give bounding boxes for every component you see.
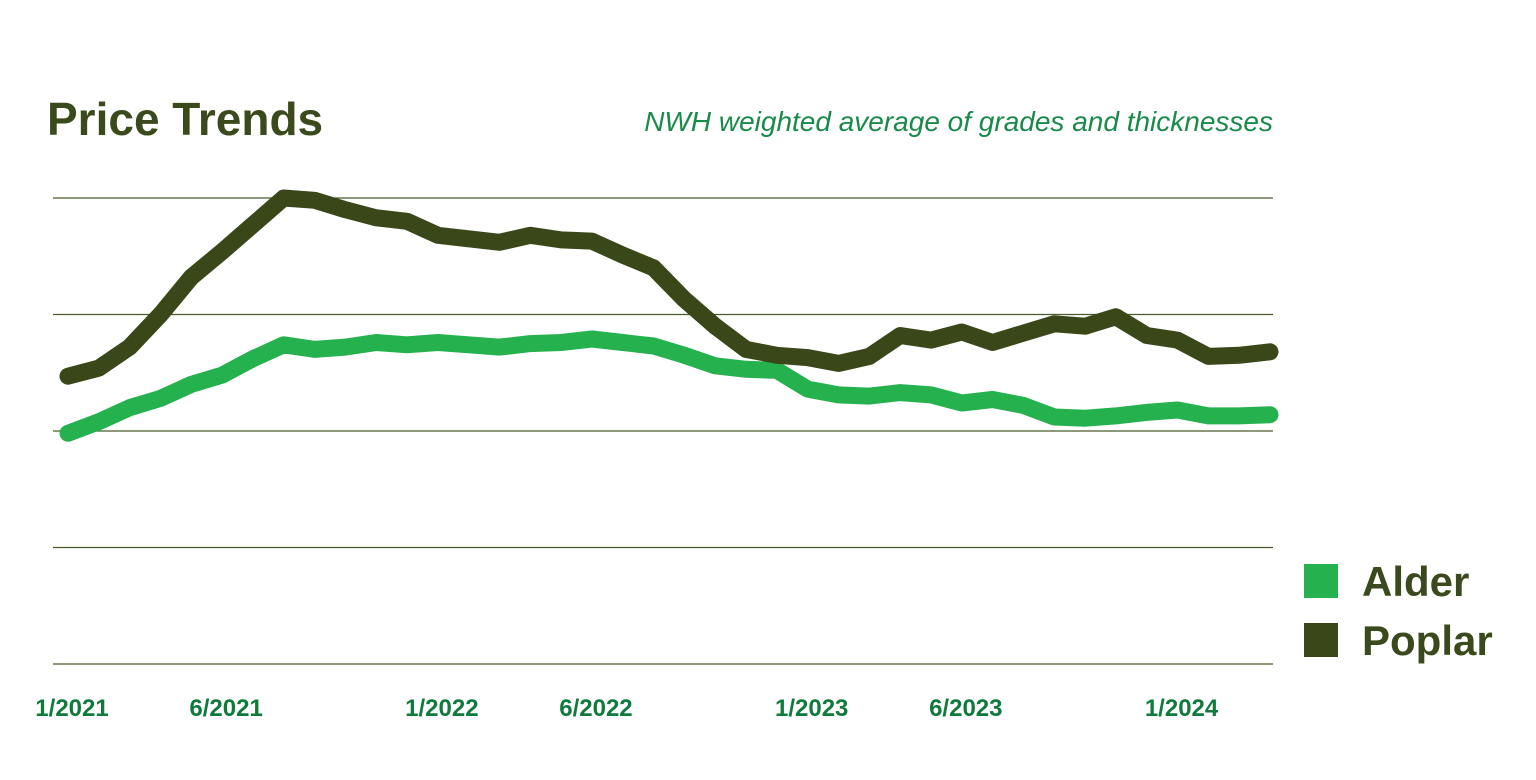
- x-tick-label: 6/2021: [189, 695, 262, 722]
- x-tick-label: 1/2024: [1145, 695, 1219, 722]
- series-lines: [59, 189, 1279, 442]
- x-tick-label: 1/2021: [35, 695, 108, 722]
- x-axis-ticks: 1/2021 6/2021 1/2022 6/2022 1/2023 6/2023 1/20…: [35, 695, 1219, 722]
- legend-label-poplar: Poplar: [1362, 617, 1493, 664]
- chart-subtitle: NWH weighted average of grades and thick…: [644, 106, 1273, 137]
- legend: Alder Poplar: [1304, 558, 1493, 664]
- series-line-alder: [59, 330, 1279, 442]
- chart-title: Price Trends: [47, 93, 323, 145]
- legend-swatch-poplar: [1304, 623, 1338, 657]
- x-tick-label: 6/2023: [929, 695, 1002, 722]
- x-tick-label: 1/2022: [405, 695, 478, 722]
- x-tick-label: 6/2022: [559, 695, 632, 722]
- legend-label-alder: Alder: [1362, 558, 1469, 605]
- gridlines: [53, 197, 1273, 665]
- x-tick-label: 1/2023: [775, 695, 848, 722]
- legend-swatch-alder: [1304, 564, 1338, 598]
- series-line-poplar: [59, 189, 1279, 385]
